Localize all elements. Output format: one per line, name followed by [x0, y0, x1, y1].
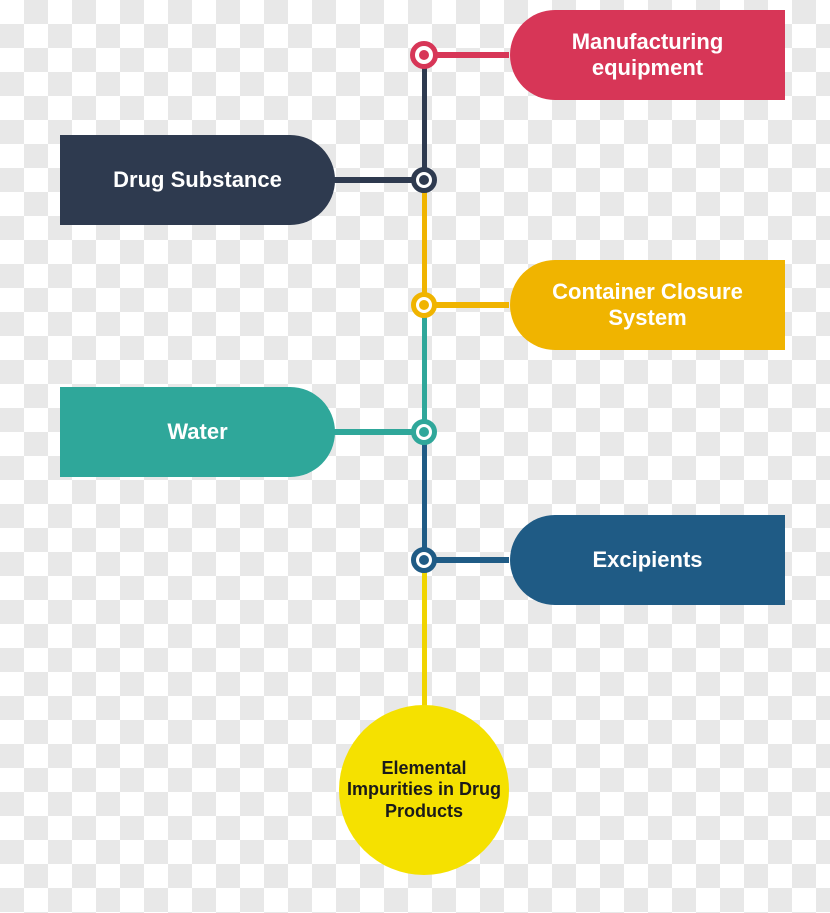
pill-label: Water: [167, 419, 227, 445]
axis-segment-0: [422, 55, 427, 180]
terminal-node: Elemental Impurities in Drug Products: [339, 705, 509, 875]
axis-segment-2: [422, 305, 427, 432]
impurities-flowchart: Manufacturing equipment Drug Substance Con…: [0, 0, 830, 913]
node-core-n5: [419, 555, 429, 565]
axis-segment-1: [422, 180, 427, 305]
node-core-n1: [419, 50, 429, 60]
axis-segment-3: [422, 432, 427, 560]
node-core-n3: [419, 300, 429, 310]
pill-p4: Water: [60, 387, 335, 477]
connector-n2: [324, 177, 424, 183]
connector-n4: [324, 429, 424, 435]
pill-p3: Container Closure System: [510, 260, 785, 350]
pill-label: Manufacturing equipment: [520, 29, 775, 82]
axis-segment-4: [422, 560, 427, 720]
terminal-label: Elemental Impurities in Drug Products: [347, 758, 501, 823]
pill-label: Excipients: [592, 547, 702, 573]
pill-p2: Drug Substance: [60, 135, 335, 225]
node-core-n2: [419, 175, 429, 185]
node-core-n4: [419, 427, 429, 437]
pill-label: Drug Substance: [113, 167, 282, 193]
pill-p5: Excipients: [510, 515, 785, 605]
pill-label: Container Closure System: [520, 279, 775, 332]
pill-p1: Manufacturing equipment: [510, 10, 785, 100]
